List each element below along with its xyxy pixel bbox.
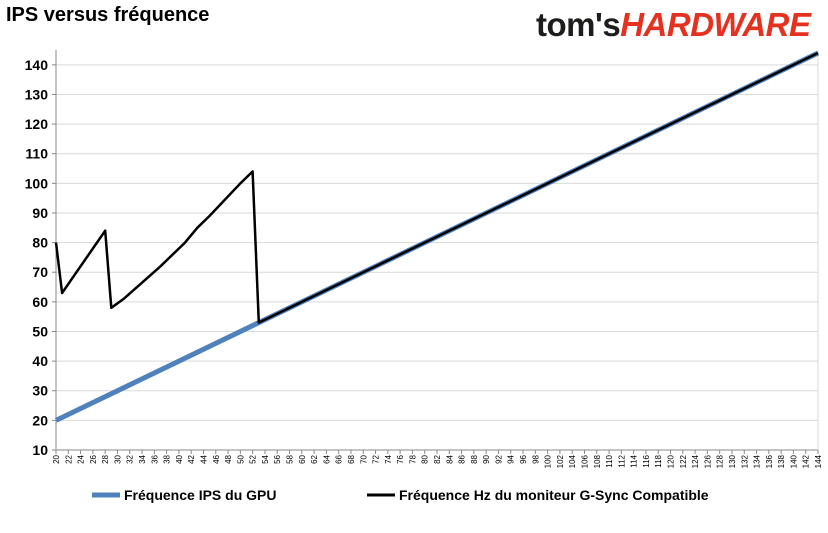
- y-tick-label: 70: [32, 264, 48, 280]
- x-tick-label: 84: [445, 454, 454, 463]
- chart-grid: [56, 50, 819, 451]
- legend-swatch-monitor-hz: [367, 493, 395, 497]
- x-tick-label: 110: [605, 454, 614, 467]
- x-tick-label: 120: [667, 454, 676, 468]
- x-tick-label: 32: [126, 454, 135, 463]
- x-tick-label: 42: [187, 454, 196, 463]
- x-tick-label: 34: [138, 454, 147, 463]
- x-tick-label: 54: [261, 454, 270, 463]
- x-tick-label: 88: [470, 454, 479, 463]
- x-tick-label: 112: [617, 454, 626, 467]
- y-tick-label: 130: [25, 86, 49, 102]
- legend-swatch-gpu-fps: [92, 492, 120, 498]
- x-tick-label: 70: [359, 454, 368, 463]
- x-tick-label: 22: [64, 454, 73, 463]
- x-tick-label: 52: [249, 454, 258, 463]
- y-tick-label: 120: [25, 116, 49, 132]
- x-tick-label: 134: [753, 454, 762, 468]
- legend-label-gpu-fps: Fréquence IPS du GPU: [124, 487, 277, 503]
- y-tick-label: 110: [25, 146, 48, 162]
- x-tick-label: 56: [273, 454, 282, 463]
- x-tick-label: 58: [286, 454, 295, 463]
- x-tick-label: 82: [433, 454, 442, 463]
- x-tick-label: 92: [494, 454, 503, 463]
- toms-hardware-logo: tom'sHARDWARE: [536, 6, 811, 43]
- x-tick-label: 68: [347, 454, 356, 463]
- y-tick-label: 60: [32, 294, 48, 310]
- x-tick-label: 108: [593, 454, 602, 468]
- x-tick-label: 64: [322, 454, 331, 463]
- x-tick-label: 40: [175, 454, 184, 463]
- x-tick-label: 36: [150, 454, 159, 463]
- x-tick-label: 124: [691, 454, 700, 468]
- y-tick-label: 30: [32, 383, 48, 399]
- x-tick-label: 136: [765, 454, 774, 468]
- x-tick-label: 106: [580, 454, 589, 468]
- legend-item-gpu-fps: Fréquence IPS du GPU: [92, 487, 276, 503]
- y-tick-label: 50: [32, 323, 48, 339]
- x-tick-label: 26: [89, 454, 98, 463]
- x-tick-label: 86: [458, 454, 467, 463]
- y-tick-label: 20: [32, 412, 48, 428]
- x-tick-label: 104: [568, 454, 577, 468]
- y-axis-ticks: 10 20 30 40 50 60 70 80 90 100 110 120 130 140: [25, 57, 56, 458]
- x-tick-label: 100: [544, 454, 553, 468]
- x-tick-label: 76: [396, 454, 405, 463]
- x-tick-label: 128: [716, 454, 725, 468]
- x-tick-label: 78: [408, 454, 417, 463]
- x-tick-label: 30: [113, 454, 122, 463]
- chart-title: IPS versus fréquence: [6, 4, 210, 26]
- x-tick-label: 44: [199, 454, 208, 463]
- x-tick-label: 66: [335, 454, 344, 463]
- series-monitor-hz-line: [54, 51, 819, 324]
- x-tick-label: 132: [740, 454, 749, 468]
- x-tick-label: 80: [421, 454, 430, 463]
- x-tick-label: 60: [298, 454, 307, 463]
- x-tick-label: 62: [310, 454, 319, 463]
- y-tick-label: 100: [25, 175, 49, 191]
- chart-legend: Fréquence IPS du GPU Fréquence Hz du mon…: [0, 487, 828, 509]
- x-tick-label: 46: [212, 454, 221, 463]
- x-tick-label: 38: [163, 454, 172, 463]
- legend-item-monitor-hz: Fréquence Hz du moniteur G-Sync Compatib…: [367, 487, 709, 503]
- x-tick-label: 122: [679, 454, 688, 468]
- legend-label-monitor-hz: Fréquence Hz du moniteur G-Sync Compatib…: [399, 487, 709, 503]
- x-tick-label: 130: [728, 454, 737, 468]
- x-tick-label: 118: [654, 454, 663, 467]
- y-tick-label: 80: [32, 235, 48, 251]
- x-tick-label: 98: [531, 454, 540, 463]
- x-tick-label: 114: [630, 454, 639, 467]
- x-tick-label: 138: [777, 454, 786, 468]
- x-tick-label: 50: [236, 454, 245, 463]
- x-tick-label: 74: [384, 454, 393, 463]
- x-tick-label: 20: [52, 454, 61, 463]
- x-tick-label: 90: [482, 454, 491, 463]
- x-tick-label: 102: [556, 454, 565, 468]
- x-tick-label: 28: [101, 454, 110, 463]
- y-tick-label: 40: [32, 353, 48, 369]
- x-tick-label: 116: [642, 454, 651, 467]
- x-tick-label: 142: [802, 454, 811, 468]
- x-tick-label: 94: [507, 454, 516, 463]
- x-tick-label: 48: [224, 454, 233, 463]
- chart-series: [54, 50, 820, 423]
- x-tick-label: 140: [789, 454, 798, 468]
- x-tick-label: 24: [77, 454, 86, 463]
- x-tick-label: 144: [814, 454, 823, 468]
- y-tick-label: 10: [32, 442, 48, 458]
- x-axis-ticks: 20 22 24 26 28 30 32 34 36 38 40 42 44 46 48 50 52 54 56 58…: [52, 450, 823, 468]
- y-tick-label: 90: [32, 205, 48, 221]
- y-tick-label: 140: [25, 57, 49, 73]
- x-tick-label: 96: [519, 454, 528, 463]
- x-tick-label: 72: [372, 454, 381, 463]
- x-tick-label: 126: [703, 454, 712, 468]
